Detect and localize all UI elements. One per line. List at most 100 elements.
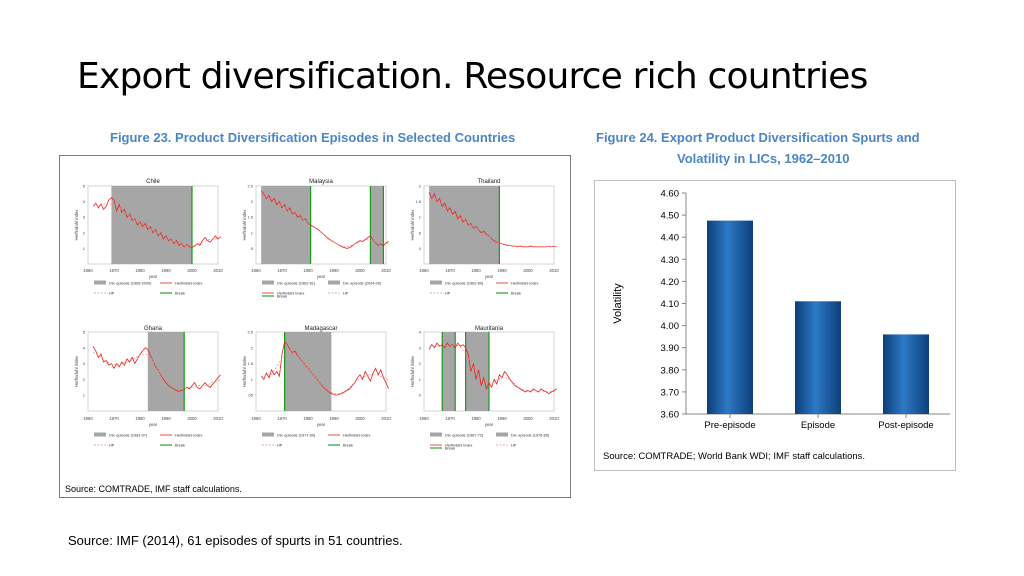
y-tick-label: 4.00	[661, 321, 680, 332]
hp-line-ghana	[92, 351, 221, 390]
y-tick-label: 3.70	[661, 387, 680, 398]
y-tick-label-malaysia: 2.5	[247, 184, 253, 189]
x-tick-label-ghana: 1990	[161, 416, 171, 421]
slide-title: Export diversification. Resource rich co…	[77, 56, 868, 97]
x-tick-label-madagascar: 1980	[303, 416, 313, 421]
y-tick-label-madagascar: .05	[247, 393, 253, 398]
legend-label-chile: Herfindahl index	[175, 282, 203, 286]
panel-title-chile: Chile	[146, 179, 160, 185]
y-axis-title-malaysia: Herfindahl index	[242, 209, 247, 241]
y-tick-label-madagascar: 1	[251, 377, 254, 382]
episode-shade-ghana	[147, 332, 185, 411]
legend-label-thailand: Herfindahl index	[511, 282, 539, 286]
x-axis-title-madagascar: year	[317, 422, 326, 427]
legend-label-mauritania: Div. episode (1967-72)	[445, 434, 484, 438]
herfindahl-line-thailand	[428, 192, 557, 248]
x-tick-label-mauritania: 1970	[445, 416, 455, 421]
episode-shade-madagascar	[284, 332, 332, 411]
legend-label-malaysia: Div. episode (2004-09)	[343, 282, 382, 286]
herfindahl-line-malaysia	[260, 190, 389, 249]
x-tick-label: Pre-episode	[704, 420, 755, 431]
legend-label-mauritania: HP	[511, 444, 517, 448]
y-tick-label-malaysia: 2	[251, 199, 254, 204]
x-axis-title-chile: year	[149, 274, 158, 279]
x-tick-label-ghana: 1970	[109, 416, 119, 421]
legend-label-malaysia: Herfindahl index	[277, 292, 305, 296]
x-tick-label-chile: 1990	[161, 268, 171, 273]
panel-title-ghana: Ghana	[144, 326, 163, 332]
y-tick-label-madagascar: 1.5	[247, 361, 253, 366]
y-axis-title-thailand: Herfindahl index	[410, 209, 415, 241]
x-tick-label: Episode	[801, 420, 835, 431]
x-tick-label-chile: 1970	[109, 268, 119, 273]
panel-title-madagascar: Madagascar	[304, 326, 337, 332]
x-tick-label-thailand: 1980	[471, 268, 481, 273]
y-axis-title: Volatility	[612, 283, 624, 324]
x-tick-label-chile: 1980	[135, 268, 145, 273]
x-tick-label-madagascar: 1960	[251, 416, 261, 421]
x-axis-title-malaysia: year	[317, 274, 326, 279]
y-tick-label-chile: 3	[83, 215, 86, 220]
legend-label-thailand: Div. episode (1962-89)	[445, 282, 484, 286]
x-tick-label-malaysia: 2000	[355, 268, 365, 273]
x-tick-label-madagascar: 1970	[277, 416, 287, 421]
y-axis-title-mauritania: Herfindahl index	[410, 355, 415, 387]
legend-label-madagascar: Herfindahl index	[343, 434, 371, 438]
legend-label-malaysia: HP	[343, 292, 349, 296]
legend-label-chile: Break	[175, 292, 185, 296]
x-axis-title-ghana: year	[149, 422, 158, 427]
x-tick-label-thailand: 1970	[445, 268, 455, 273]
legend-label-malaysia: Div. episode (1962-81)	[277, 282, 316, 286]
y-tick-label-mauritania: 2	[419, 361, 422, 366]
hp-line-chile	[93, 203, 221, 247]
x-tick-label-chile: 2000	[187, 268, 197, 273]
legend-label-malaysia: Break	[277, 295, 287, 299]
panel-title-thailand: Thailand	[477, 179, 500, 185]
y-tick-label-malaysia: .5	[250, 246, 254, 251]
x-tick-label-mauritania: 2010	[549, 416, 559, 421]
x-tick-label-malaysia: 2010	[381, 268, 391, 273]
x-tick-label-mauritania: 1960	[419, 416, 429, 421]
legend-label-ghana: HP	[109, 444, 115, 448]
y-tick-label: 4.20	[661, 277, 680, 288]
y-tick-label: 3.90	[661, 343, 680, 354]
panel-title-mauritania: Mauritania	[475, 326, 504, 332]
y-tick-label-thailand: 1	[419, 215, 422, 220]
x-tick-label-malaysia: 1990	[329, 268, 339, 273]
figure-24-source: Source: COMTRADE; World Bank WDI; IMF st…	[603, 451, 866, 462]
legend-swatch-episode	[262, 280, 274, 285]
y-tick-label: 4.10	[661, 299, 680, 310]
herfindahl-line-mauritania	[428, 342, 557, 395]
hp-line-thailand	[429, 196, 557, 248]
legend-label-chile: HP	[109, 292, 115, 296]
y-axis-title-chile: Herfindahl index	[74, 209, 79, 241]
legend-label-ghana: Herfindahl index	[175, 434, 203, 438]
legend-label-chile: Div. episode (1969-2000)	[109, 282, 152, 286]
panel-title-malaysia: Malaysia	[309, 179, 333, 185]
bar-pre-episode	[707, 220, 753, 414]
x-tick-label-malaysia: 1960	[251, 268, 261, 273]
x-tick-label-madagascar: 2010	[381, 416, 391, 421]
legend-swatch-episode	[430, 432, 442, 437]
y-tick-label-ghana: 3	[83, 361, 86, 366]
y-tick-label: 4.40	[661, 233, 680, 244]
x-tick-label: Post-episode	[878, 420, 933, 431]
legend-label-thailand: HP	[445, 292, 451, 296]
y-tick-label-ghana: 2	[83, 377, 86, 382]
y-tick-label-chile: 1	[83, 246, 86, 251]
y-tick-label-mauritania: 3	[419, 345, 422, 350]
bar-post-episode	[883, 334, 929, 414]
x-tick-label-thailand: 1960	[419, 268, 429, 273]
x-tick-label-chile: 1960	[83, 268, 93, 273]
y-tick-label-chile: 4	[83, 199, 86, 204]
y-tick-label-malaysia: 1.5	[247, 215, 253, 220]
bottom-source: Source: IMF (2014), 61 episodes of spurt…	[68, 533, 403, 548]
hp-line-malaysia	[261, 194, 389, 247]
herfindahl-line-ghana	[92, 346, 221, 392]
figure-23-caption: Figure 23. Product Diversification Episo…	[110, 130, 516, 145]
episode-shade-mauritania	[442, 332, 456, 411]
x-tick-label-mauritania: 1980	[471, 416, 481, 421]
x-tick-label-ghana: 1960	[83, 416, 93, 421]
legend-swatch-episode	[430, 280, 442, 285]
y-axis-title-ghana: Herfindahl index	[74, 355, 79, 387]
